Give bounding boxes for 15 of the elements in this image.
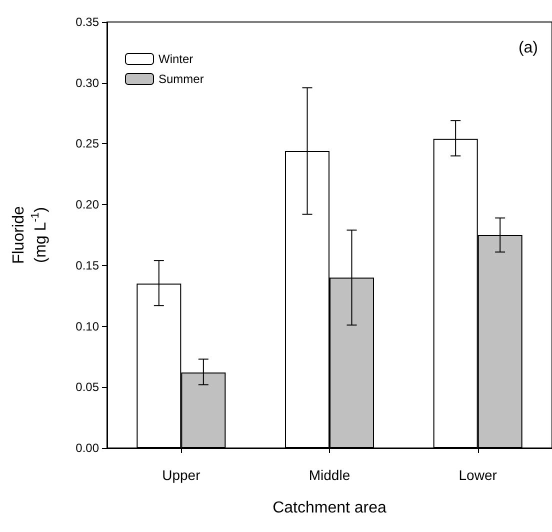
y-tick-label: 0.20 bbox=[76, 198, 100, 212]
x-tick-label: Lower bbox=[458, 467, 498, 483]
y-tick-label: 0.00 bbox=[76, 441, 100, 455]
x-axis-title: Catchment area bbox=[272, 500, 387, 516]
y-tick-label: 0.35 bbox=[76, 15, 100, 29]
y-tick-label: 0.10 bbox=[76, 319, 100, 334]
y-tick-label: 0.15 bbox=[76, 258, 100, 272]
annotation: (a) bbox=[518, 40, 538, 56]
legend-label: Summer bbox=[158, 72, 204, 86]
x-tick-label: Upper bbox=[162, 467, 201, 483]
y-tick-label: 0.25 bbox=[76, 136, 100, 151]
y-tick-label: 0.30 bbox=[76, 76, 100, 90]
legend-label: Winter bbox=[158, 52, 194, 66]
y-tick-label: 0.05 bbox=[76, 380, 100, 394]
x-tick-label: Middle bbox=[308, 467, 350, 483]
